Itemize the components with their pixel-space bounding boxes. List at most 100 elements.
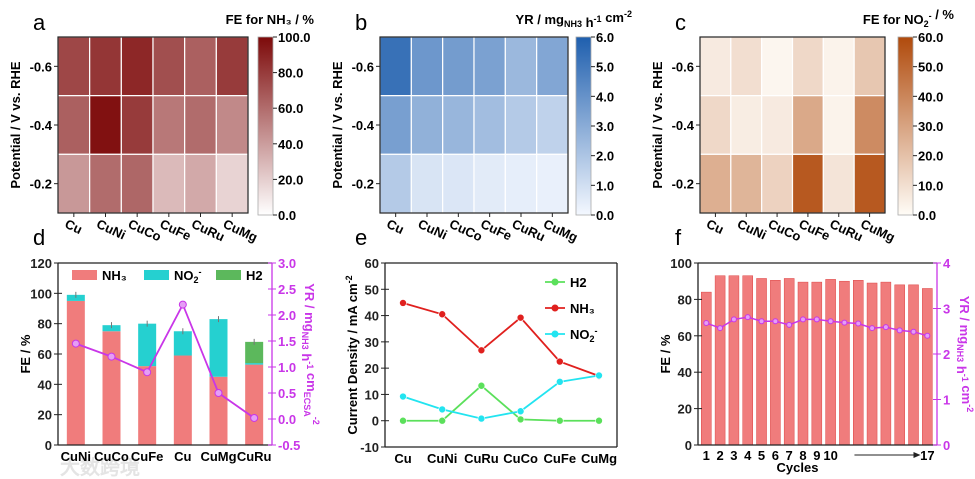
- series-line-0: [403, 384, 599, 422]
- data-point: [477, 346, 486, 355]
- y2-tick-label: 4: [943, 256, 951, 271]
- x-tick-label: CuCo: [503, 451, 538, 466]
- y-tick-label: 100: [30, 286, 52, 301]
- heatmap-cell-b: [442, 36, 475, 97]
- cycle-bar: [797, 281, 809, 446]
- data-point: [516, 407, 525, 416]
- yr-point: [786, 321, 793, 328]
- heatmap-cell-b: [379, 36, 412, 97]
- heatmap-cell-c: [730, 153, 763, 214]
- data-point: [399, 299, 407, 307]
- yr-point: [855, 320, 862, 327]
- heatmap-cell-b: [504, 153, 538, 214]
- legend-marker: [551, 278, 559, 286]
- yr-point: [730, 316, 737, 323]
- panel-letter-c: c: [675, 10, 686, 35]
- colorbar-title: FE for NH₃ / %: [226, 12, 315, 27]
- x-tick-label: CuNi: [735, 216, 769, 242]
- y2-tick-label: 0: [943, 438, 950, 453]
- cycle-bar: [756, 278, 767, 446]
- legend-label: NH₃: [570, 301, 595, 316]
- heatmap-cell-a: [89, 153, 122, 214]
- yr-point: [71, 339, 80, 348]
- x-tick-label: 10: [823, 448, 837, 463]
- colorbar-tick-label: 100.0: [278, 30, 311, 45]
- y-tick-label: -0.2: [672, 177, 694, 192]
- bar-no2-: [138, 323, 157, 367]
- colorbar-tick-label: 0.0: [278, 208, 296, 223]
- y-tick-label: -0.2: [30, 177, 52, 192]
- series-line-1: [402, 302, 600, 377]
- heatmap-cell-a: [120, 95, 154, 155]
- data-point: [438, 310, 447, 319]
- y-tick-label: -0.2: [352, 177, 374, 192]
- y2-tick-label: -0.5: [278, 438, 300, 453]
- heatmap-cell-b: [379, 95, 412, 155]
- heatmap-cell-a: [57, 153, 91, 214]
- yr-point: [107, 352, 116, 361]
- yr-point: [703, 320, 710, 327]
- x-tick-label: CuRu: [237, 449, 272, 464]
- yr-point: [717, 325, 724, 332]
- bar-nh3: [66, 300, 85, 445]
- y-tick-label: -0.4: [672, 118, 695, 133]
- cycle-bar: [783, 278, 795, 446]
- colorbar-tick-label: 60.0: [918, 30, 943, 45]
- x-tick-label: CuFe: [131, 449, 164, 464]
- heatmap-cell-c: [853, 153, 886, 214]
- y-tick-label: -0.6: [672, 59, 694, 74]
- y-tick-label: 40: [38, 377, 52, 392]
- yr-point: [250, 413, 259, 422]
- panel-letter-d: d: [33, 225, 45, 250]
- heatmap-cell-b: [442, 153, 475, 214]
- y2-tick-label: 1: [943, 393, 950, 408]
- colorbar-tick-label: 4.0: [596, 89, 614, 104]
- data-point: [438, 416, 447, 425]
- bar-nh3: [209, 376, 228, 445]
- heatmap-cell-a: [120, 36, 154, 97]
- colorbar-tick-label: 50.0: [918, 60, 943, 75]
- heatmap-cell-c: [699, 153, 732, 214]
- cycle-bar: [714, 275, 726, 446]
- colorbar-tick-label: 40.0: [278, 137, 303, 152]
- yr-point: [758, 318, 765, 325]
- x-tick-label: 8: [799, 448, 806, 463]
- x-tick-label: 2: [716, 448, 723, 463]
- heatmap-cell-c: [791, 153, 824, 214]
- panel-letter-a: a: [33, 10, 46, 35]
- x-tick-label: CuMg: [581, 451, 617, 466]
- bar-no2-: [66, 294, 85, 301]
- yr-point: [882, 324, 889, 331]
- legend-label: H2: [570, 275, 587, 290]
- heatmap-cell-a: [215, 153, 249, 214]
- x-tick-label: Cu: [174, 449, 191, 464]
- y-axis-label: FE / %: [18, 334, 33, 373]
- cycle-bar: [853, 280, 864, 446]
- colorbar-tick-label: 5.0: [596, 60, 614, 75]
- y-tick-label: 40: [678, 365, 692, 380]
- heatmap-cell-c: [761, 153, 794, 214]
- heatmap-cell-b: [536, 95, 569, 155]
- heatmap-cell-b: [473, 36, 506, 97]
- y-axis-label: FE / %: [658, 334, 673, 373]
- data-point: [516, 313, 525, 322]
- colorbar-tick-label: 0.0: [596, 208, 614, 223]
- y2-tick-label: 3.0: [278, 256, 296, 271]
- heatmap-cell-c: [822, 36, 855, 97]
- heatmap-cell-b: [410, 95, 444, 155]
- data-point: [595, 371, 603, 380]
- panel-letter-f: f: [675, 225, 682, 250]
- y-tick-label: -10: [360, 440, 379, 455]
- heatmap-cell-c: [822, 153, 855, 214]
- heatmap-cell-c: [730, 95, 763, 155]
- y-tick-label: -0.4: [352, 118, 375, 133]
- cycle-bar: [811, 281, 823, 446]
- x-tick-label: CuNi: [61, 449, 91, 464]
- arrow-head-icon: [913, 452, 921, 458]
- y-tick-label: 50: [365, 282, 379, 297]
- heatmap-cell-c: [853, 95, 886, 155]
- cycle-bar: [880, 281, 892, 446]
- series-line-2: [402, 374, 600, 420]
- cycle-bar: [770, 280, 781, 446]
- y-tick-label: -0.6: [352, 59, 374, 74]
